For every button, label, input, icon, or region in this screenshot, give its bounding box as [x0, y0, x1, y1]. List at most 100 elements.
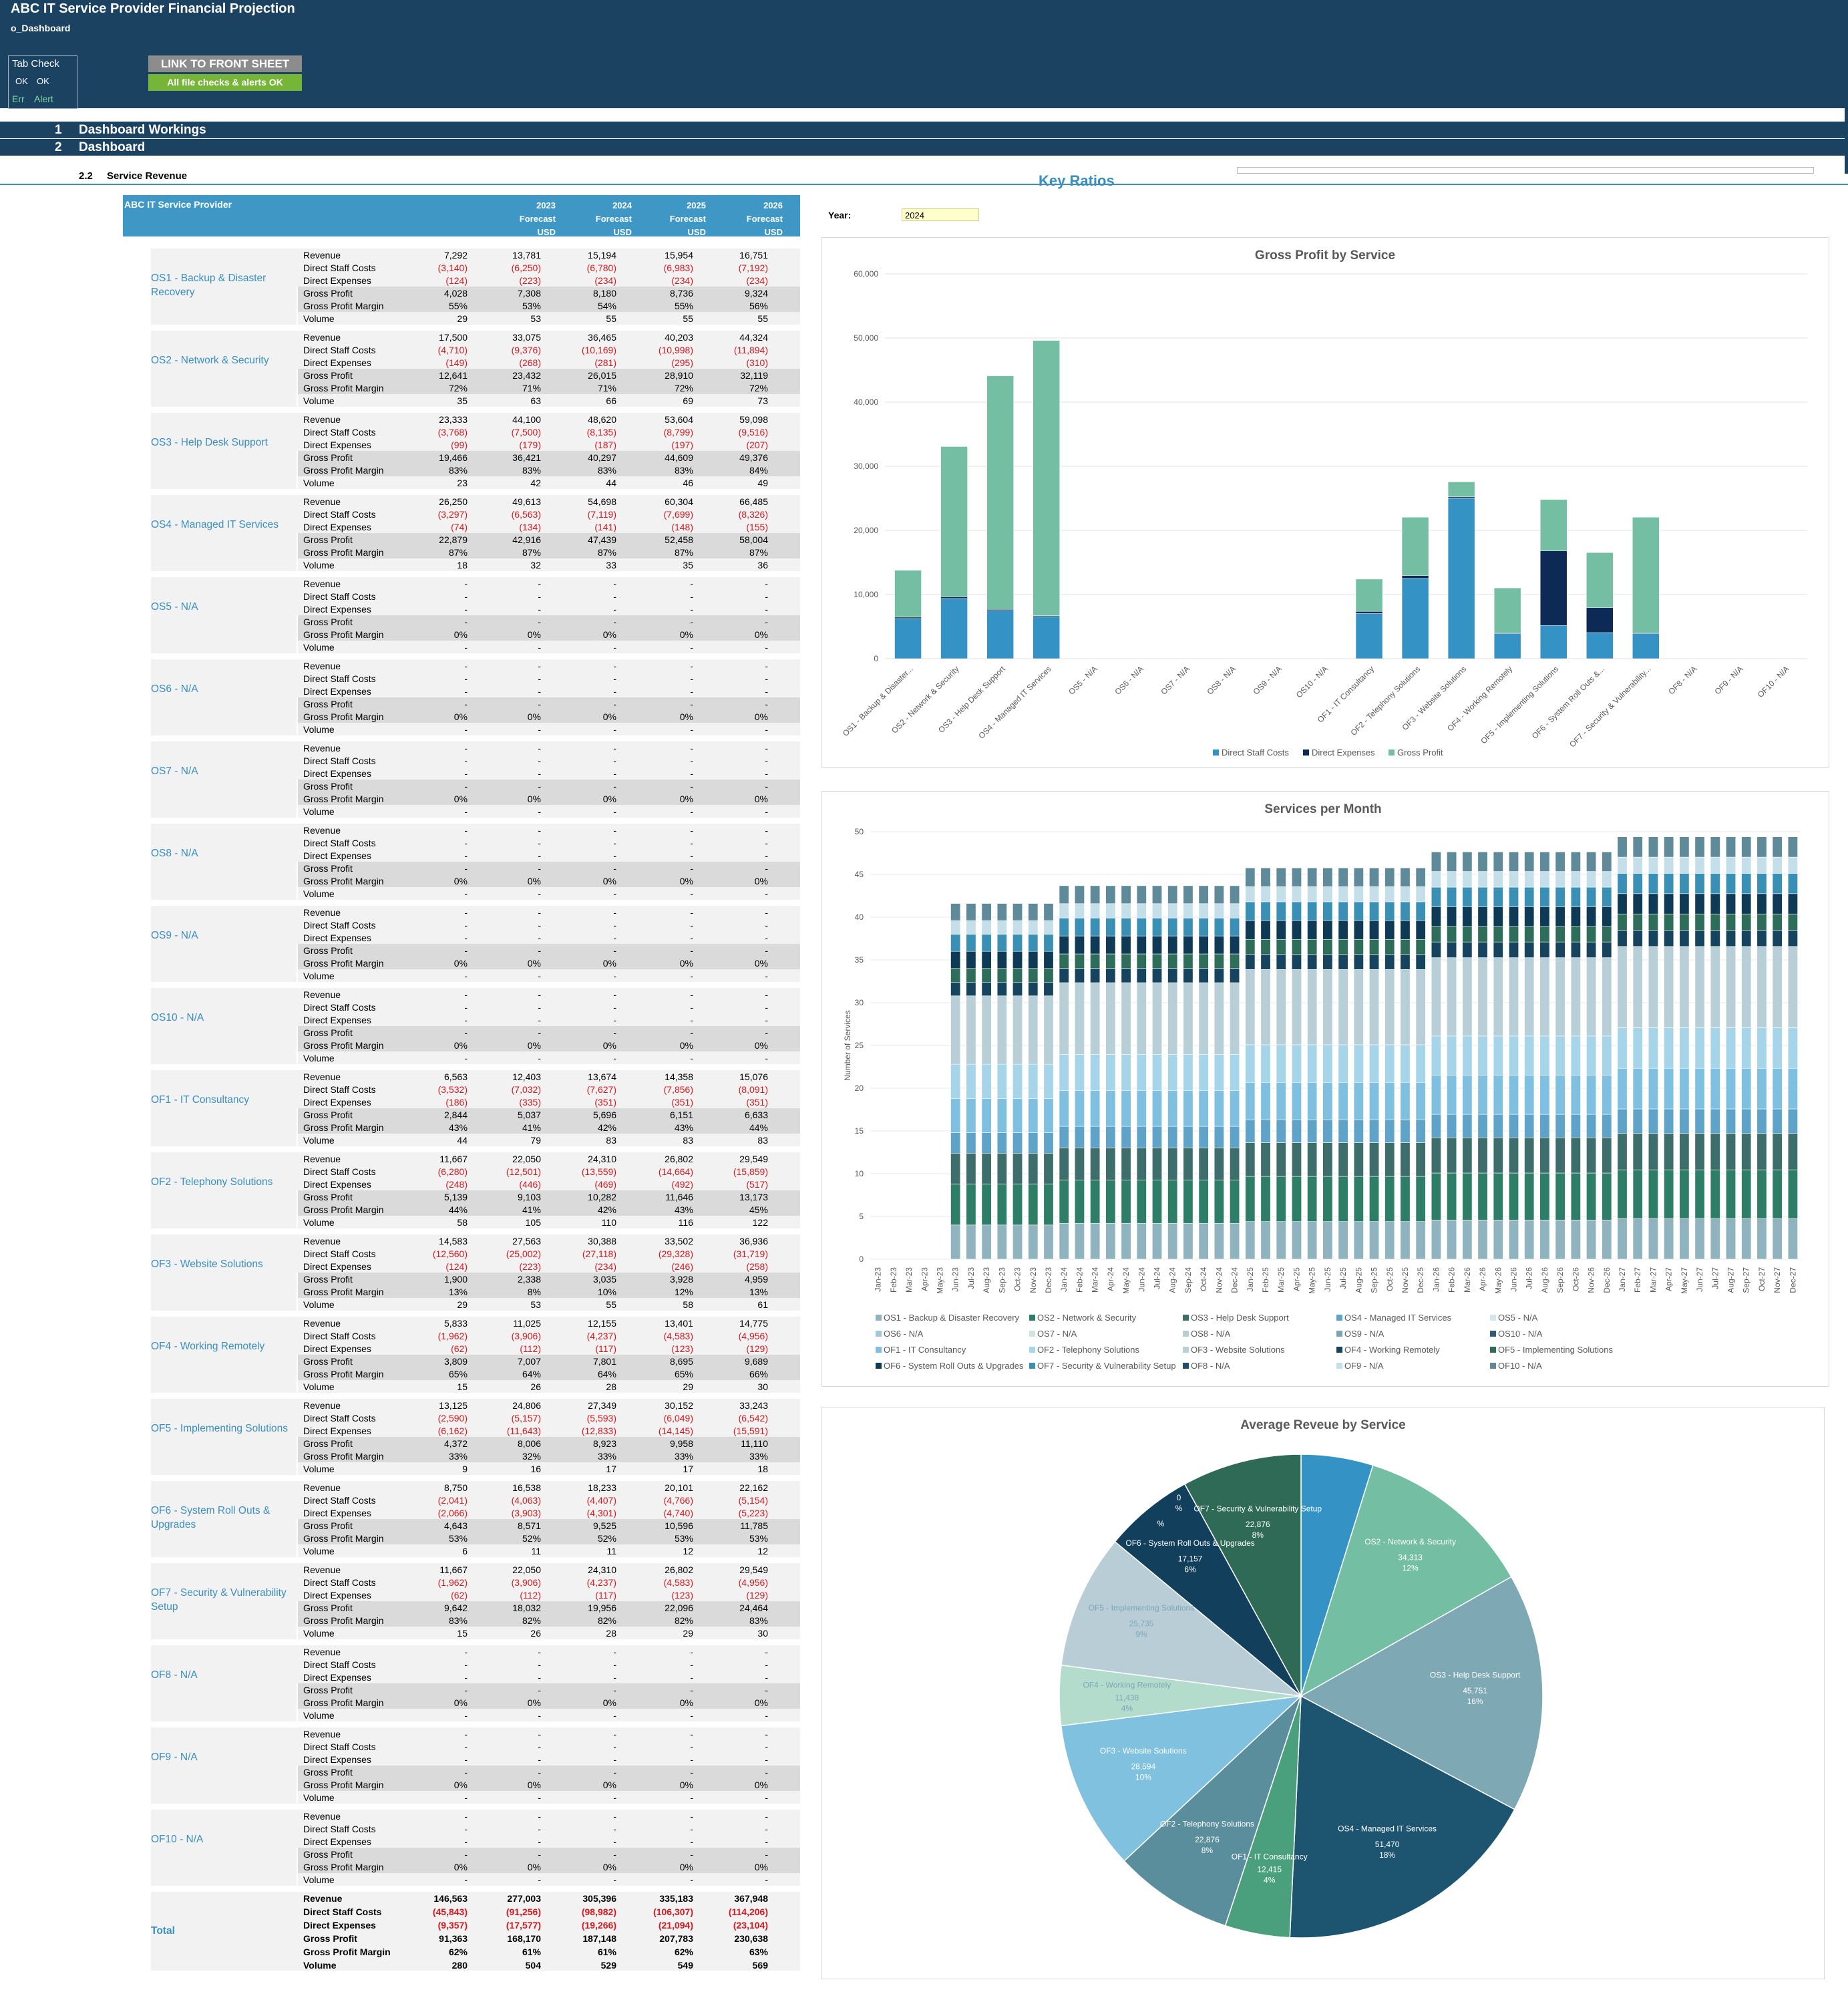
month-bar-segment — [1679, 856, 1690, 874]
month-bar-segment — [1136, 1180, 1147, 1224]
row-label: Revenue — [303, 989, 341, 1000]
cell-value: 83 — [683, 1135, 693, 1146]
cell-value: 4,643 — [443, 1520, 468, 1531]
row-label: Volume — [303, 1299, 335, 1310]
cell-value: - — [464, 686, 468, 697]
total-value: (21,094) — [658, 1920, 693, 1931]
month-bar-segment — [1183, 885, 1193, 904]
month-bar-segment — [1338, 867, 1348, 887]
cell-value: (15,591) — [733, 1426, 768, 1436]
row-label: Direct Staff Costs — [303, 427, 376, 438]
row-label: Gross Profit — [303, 370, 353, 381]
month-bar-segment — [1757, 856, 1767, 874]
cell-value: (351) — [671, 1097, 693, 1108]
month-bar-segment — [1524, 1035, 1535, 1075]
month-bar-segment — [1415, 1081, 1426, 1120]
cell-value: - — [464, 1053, 468, 1063]
total-value: (45,843) — [432, 1906, 468, 1917]
block-bg-grey — [298, 1190, 800, 1216]
month-bar-segment — [1679, 913, 1690, 931]
month-bar-segment — [1400, 954, 1411, 970]
month-bar-segment — [1230, 968, 1240, 983]
section-dashboard[interactable]: 2 Dashboard — [0, 139, 1848, 156]
cell-value: (14,664) — [658, 1166, 693, 1177]
month-bar-segment — [1539, 906, 1550, 927]
month-bar-segment — [1493, 1137, 1503, 1174]
x-tick-label: OF7 - Security & Vulnerability... — [1567, 664, 1652, 749]
cell-value: (223) — [519, 1261, 541, 1272]
row-label: Revenue — [303, 1318, 341, 1329]
month-bar-segment — [1198, 1090, 1209, 1127]
block-bg-light — [151, 1683, 297, 1721]
month-bar-segment — [966, 1132, 976, 1154]
month-bar-segment — [1307, 1142, 1318, 1177]
month-bar-segment — [1602, 1220, 1612, 1260]
month-bar-segment — [966, 951, 976, 969]
cell-value: - — [690, 971, 693, 981]
month-bar-segment — [1245, 1221, 1256, 1260]
pie-label-name: OF4 - Working Remotely — [1083, 1680, 1171, 1689]
bar-direct-expenses — [1401, 575, 1429, 579]
month-bar-segment — [1276, 920, 1286, 940]
cell-value: 0% — [527, 794, 541, 804]
cell-value: 8,736 — [669, 288, 693, 299]
block-bg-light — [151, 615, 297, 653]
cell-value: 61 — [757, 1299, 768, 1310]
month-bar-segment — [1726, 1133, 1736, 1170]
month-bar-segment — [1059, 917, 1069, 937]
cell-value: - — [538, 933, 541, 943]
month-bar-segment — [1447, 1114, 1457, 1138]
cell-value: - — [613, 1685, 616, 1695]
cell-value: - — [613, 1729, 616, 1739]
month-bar-segment — [1679, 1067, 1690, 1110]
month-bar-segment — [1121, 1126, 1131, 1148]
cell-value: - — [464, 1767, 468, 1778]
month-bar-segment — [1648, 1027, 1658, 1069]
month-bar-segment — [1447, 1035, 1457, 1075]
month-bar-segment — [1462, 886, 1473, 907]
x-tick-label: Mar-24 — [1091, 1267, 1100, 1293]
month-bar-segment — [1260, 939, 1271, 955]
cell-value: - — [538, 1672, 541, 1683]
cell-value: - — [690, 920, 693, 931]
month-bar-segment — [1090, 1180, 1101, 1224]
cell-value: 55 — [606, 1299, 616, 1310]
month-bar-segment — [1105, 1090, 1116, 1127]
year-input[interactable]: 2024 — [902, 208, 979, 221]
row-label: Direct Staff Costs — [303, 1906, 382, 1917]
cell-value: 42,916 — [512, 534, 541, 545]
row-label: Volume — [303, 971, 335, 981]
block-bg-light — [151, 1026, 297, 1064]
month-bar-segment — [1322, 1081, 1333, 1120]
cell-value: (4,237) — [586, 1331, 616, 1341]
cell-value: - — [613, 933, 616, 943]
row-label: Gross Profit — [303, 1767, 353, 1778]
month-bar-segment — [1447, 1137, 1457, 1174]
month-bar-segment — [1152, 903, 1163, 919]
cell-value: - — [464, 838, 468, 848]
cell-value: 72% — [448, 383, 468, 393]
month-bar-segment — [1198, 1148, 1209, 1181]
month-bar-segment — [1648, 1108, 1658, 1134]
month-bar-segment — [1508, 1075, 1519, 1115]
cell-value: 22,879 — [439, 534, 468, 545]
cell-value: 47,439 — [588, 534, 616, 545]
cell-value: 83% — [749, 1615, 768, 1626]
bar-direct-staff-costs — [940, 598, 968, 659]
cell-value: 0% — [754, 1697, 768, 1708]
y-tick-label: 5 — [859, 1212, 864, 1221]
cell-value: - — [613, 1659, 616, 1670]
month-bar-segment — [1353, 1081, 1364, 1120]
month-bar-segment — [1617, 856, 1628, 874]
y-axis-title: Number of Services — [843, 1010, 852, 1080]
cell-value: 33% — [448, 1451, 468, 1462]
legend-label: Direct Staff Costs — [1222, 747, 1289, 758]
cell-value: (124) — [445, 1261, 468, 1272]
year-col-header: 2023 Forecast USD — [519, 200, 556, 237]
month-bar-segment — [1741, 913, 1752, 931]
link-to-front-sheet-button[interactable]: LINK TO FRONT SHEET — [148, 55, 302, 72]
section-dashboard-workings[interactable]: 1 Dashboard Workings — [0, 122, 1848, 138]
month-bar-segment — [981, 968, 992, 983]
cell-value: 0% — [527, 876, 541, 886]
